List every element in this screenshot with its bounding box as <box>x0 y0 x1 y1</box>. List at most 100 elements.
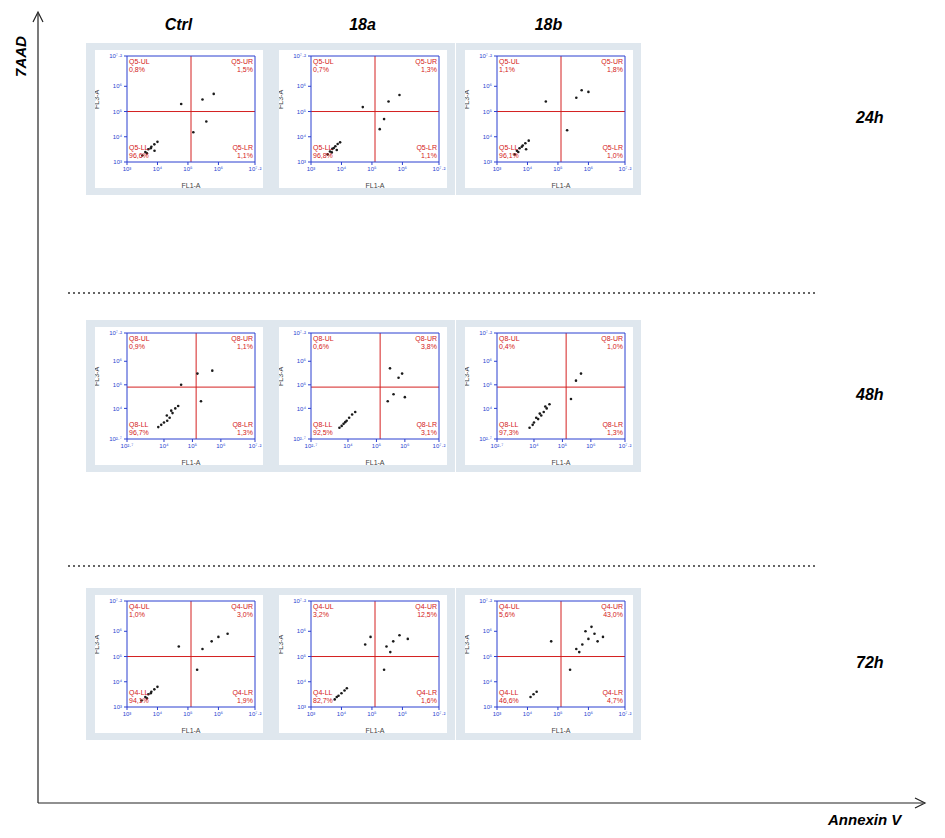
svg-text:10⁵: 10⁵ <box>183 166 193 172</box>
svg-text:10⁴: 10⁴ <box>523 711 533 717</box>
svg-text:10⁵: 10⁵ <box>113 382 123 388</box>
svg-text:FL3-A: FL3-A <box>95 90 100 109</box>
svg-text:10⁴: 10⁴ <box>337 166 347 172</box>
svg-text:10⁷·²: 10⁷·² <box>249 166 262 172</box>
svg-text:10⁵: 10⁵ <box>558 443 568 449</box>
svg-text:10⁵: 10⁵ <box>297 382 307 388</box>
svg-text:10⁴: 10⁴ <box>483 134 493 140</box>
svg-text:10⁴: 10⁴ <box>297 134 307 140</box>
svg-text:10⁷·²: 10⁷·² <box>249 711 262 717</box>
svg-text:10⁷·²: 10⁷·² <box>619 166 632 172</box>
svg-text:10⁶: 10⁶ <box>214 711 224 717</box>
svg-text:10⁵: 10⁵ <box>483 109 493 115</box>
svg-text:10³: 10³ <box>307 711 316 717</box>
svg-text:10⁷·²: 10⁷·² <box>293 598 306 604</box>
svg-text:10⁶: 10⁶ <box>297 358 307 364</box>
svg-text:10⁶: 10⁶ <box>483 358 493 364</box>
svg-text:10²·⁷: 10²·⁷ <box>491 443 504 449</box>
svg-text:10⁷·²: 10⁷·² <box>293 330 306 336</box>
svg-text:10³: 10³ <box>113 704 122 710</box>
svg-text:10⁵: 10⁵ <box>188 443 198 449</box>
svg-text:10⁵: 10⁵ <box>297 654 307 660</box>
svg-text:10³: 10³ <box>493 711 502 717</box>
svg-text:FL3-A: FL3-A <box>279 90 284 109</box>
svg-text:10³: 10³ <box>483 704 492 710</box>
svg-text:10⁷·²: 10⁷·² <box>479 330 492 336</box>
svg-text:10²·⁷: 10²·⁷ <box>121 443 134 449</box>
svg-text:10⁵: 10⁵ <box>372 443 382 449</box>
svg-text:10⁴: 10⁴ <box>483 679 493 685</box>
svg-text:10⁷·²: 10⁷·² <box>109 598 122 604</box>
svg-text:10⁶: 10⁶ <box>584 166 594 172</box>
svg-text:10⁴: 10⁴ <box>113 406 123 412</box>
svg-text:10⁷·²: 10⁷·² <box>433 166 446 172</box>
svg-text:10⁷·²: 10⁷·² <box>249 443 262 449</box>
svg-text:10⁵: 10⁵ <box>483 382 493 388</box>
svg-text:10⁵: 10⁵ <box>113 654 123 660</box>
svg-text:10⁶: 10⁶ <box>483 83 493 89</box>
svg-text:10⁷·²: 10⁷·² <box>479 598 492 604</box>
svg-text:10³: 10³ <box>307 166 316 172</box>
svg-text:10⁵: 10⁵ <box>183 711 193 717</box>
svg-text:FL1-A: FL1-A <box>365 182 384 188</box>
svg-text:10⁴: 10⁴ <box>113 134 123 140</box>
svg-text:FL1-A: FL1-A <box>181 182 200 188</box>
svg-text:10⁵: 10⁵ <box>113 109 123 115</box>
svg-text:FL3-A: FL3-A <box>95 635 100 654</box>
svg-text:10⁵: 10⁵ <box>483 654 493 660</box>
svg-text:10³: 10³ <box>123 166 132 172</box>
svg-text:10⁵: 10⁵ <box>367 711 377 717</box>
svg-text:10⁷·²: 10⁷·² <box>479 53 492 59</box>
svg-text:10⁴: 10⁴ <box>153 711 163 717</box>
svg-text:10⁴: 10⁴ <box>523 166 533 172</box>
svg-text:10⁶: 10⁶ <box>297 83 307 89</box>
svg-text:10⁴: 10⁴ <box>483 406 493 412</box>
svg-text:10⁶: 10⁶ <box>483 628 493 634</box>
svg-text:10⁴: 10⁴ <box>297 406 307 412</box>
svg-text:FL1-A: FL1-A <box>181 727 200 733</box>
svg-text:10⁷·²: 10⁷·² <box>109 53 122 59</box>
svg-text:10³: 10³ <box>483 159 492 165</box>
svg-text:10⁴: 10⁴ <box>529 443 539 449</box>
svg-text:10⁷·²: 10⁷·² <box>433 443 446 449</box>
svg-text:FL3-A: FL3-A <box>279 367 284 386</box>
svg-text:FL1-A: FL1-A <box>181 459 200 465</box>
svg-text:FL3-A: FL3-A <box>465 367 470 386</box>
svg-text:FL1-A: FL1-A <box>365 459 384 465</box>
svg-text:10⁶: 10⁶ <box>113 358 123 364</box>
svg-text:FL3-A: FL3-A <box>95 367 100 386</box>
svg-text:10⁵: 10⁵ <box>553 166 563 172</box>
svg-text:10⁴: 10⁴ <box>337 711 347 717</box>
svg-text:10⁴: 10⁴ <box>297 679 307 685</box>
svg-text:10⁷·²: 10⁷·² <box>619 443 632 449</box>
svg-text:10⁵: 10⁵ <box>367 166 377 172</box>
svg-text:10⁶: 10⁶ <box>400 443 410 449</box>
svg-text:10³: 10³ <box>493 166 502 172</box>
svg-text:10⁷·²: 10⁷·² <box>619 711 632 717</box>
svg-text:FL3-A: FL3-A <box>465 90 470 109</box>
svg-text:FL1-A: FL1-A <box>551 182 570 188</box>
svg-text:FL1-A: FL1-A <box>551 727 570 733</box>
svg-text:10⁶: 10⁶ <box>398 166 408 172</box>
svg-text:10⁶: 10⁶ <box>584 711 594 717</box>
svg-text:10⁵: 10⁵ <box>297 109 307 115</box>
svg-text:10⁷·²: 10⁷·² <box>293 53 306 59</box>
svg-text:FL3-A: FL3-A <box>465 635 470 654</box>
svg-text:10⁴: 10⁴ <box>113 679 123 685</box>
svg-text:10³: 10³ <box>297 159 306 165</box>
svg-text:10⁶: 10⁶ <box>297 628 307 634</box>
svg-text:10⁶: 10⁶ <box>113 83 123 89</box>
svg-text:10⁴: 10⁴ <box>159 443 169 449</box>
svg-text:10⁶: 10⁶ <box>214 166 224 172</box>
svg-text:10³: 10³ <box>123 711 132 717</box>
svg-text:10⁵: 10⁵ <box>553 711 563 717</box>
svg-text:10⁶: 10⁶ <box>113 628 123 634</box>
svg-text:10²·⁷: 10²·⁷ <box>479 436 492 442</box>
svg-text:10²·⁷: 10²·⁷ <box>305 443 318 449</box>
svg-text:10⁷·²: 10⁷·² <box>433 711 446 717</box>
svg-text:10³: 10³ <box>113 159 122 165</box>
svg-text:10⁴: 10⁴ <box>153 166 163 172</box>
svg-text:10⁶: 10⁶ <box>398 711 408 717</box>
svg-text:FL3-A: FL3-A <box>279 635 284 654</box>
svg-text:FL1-A: FL1-A <box>365 727 384 733</box>
